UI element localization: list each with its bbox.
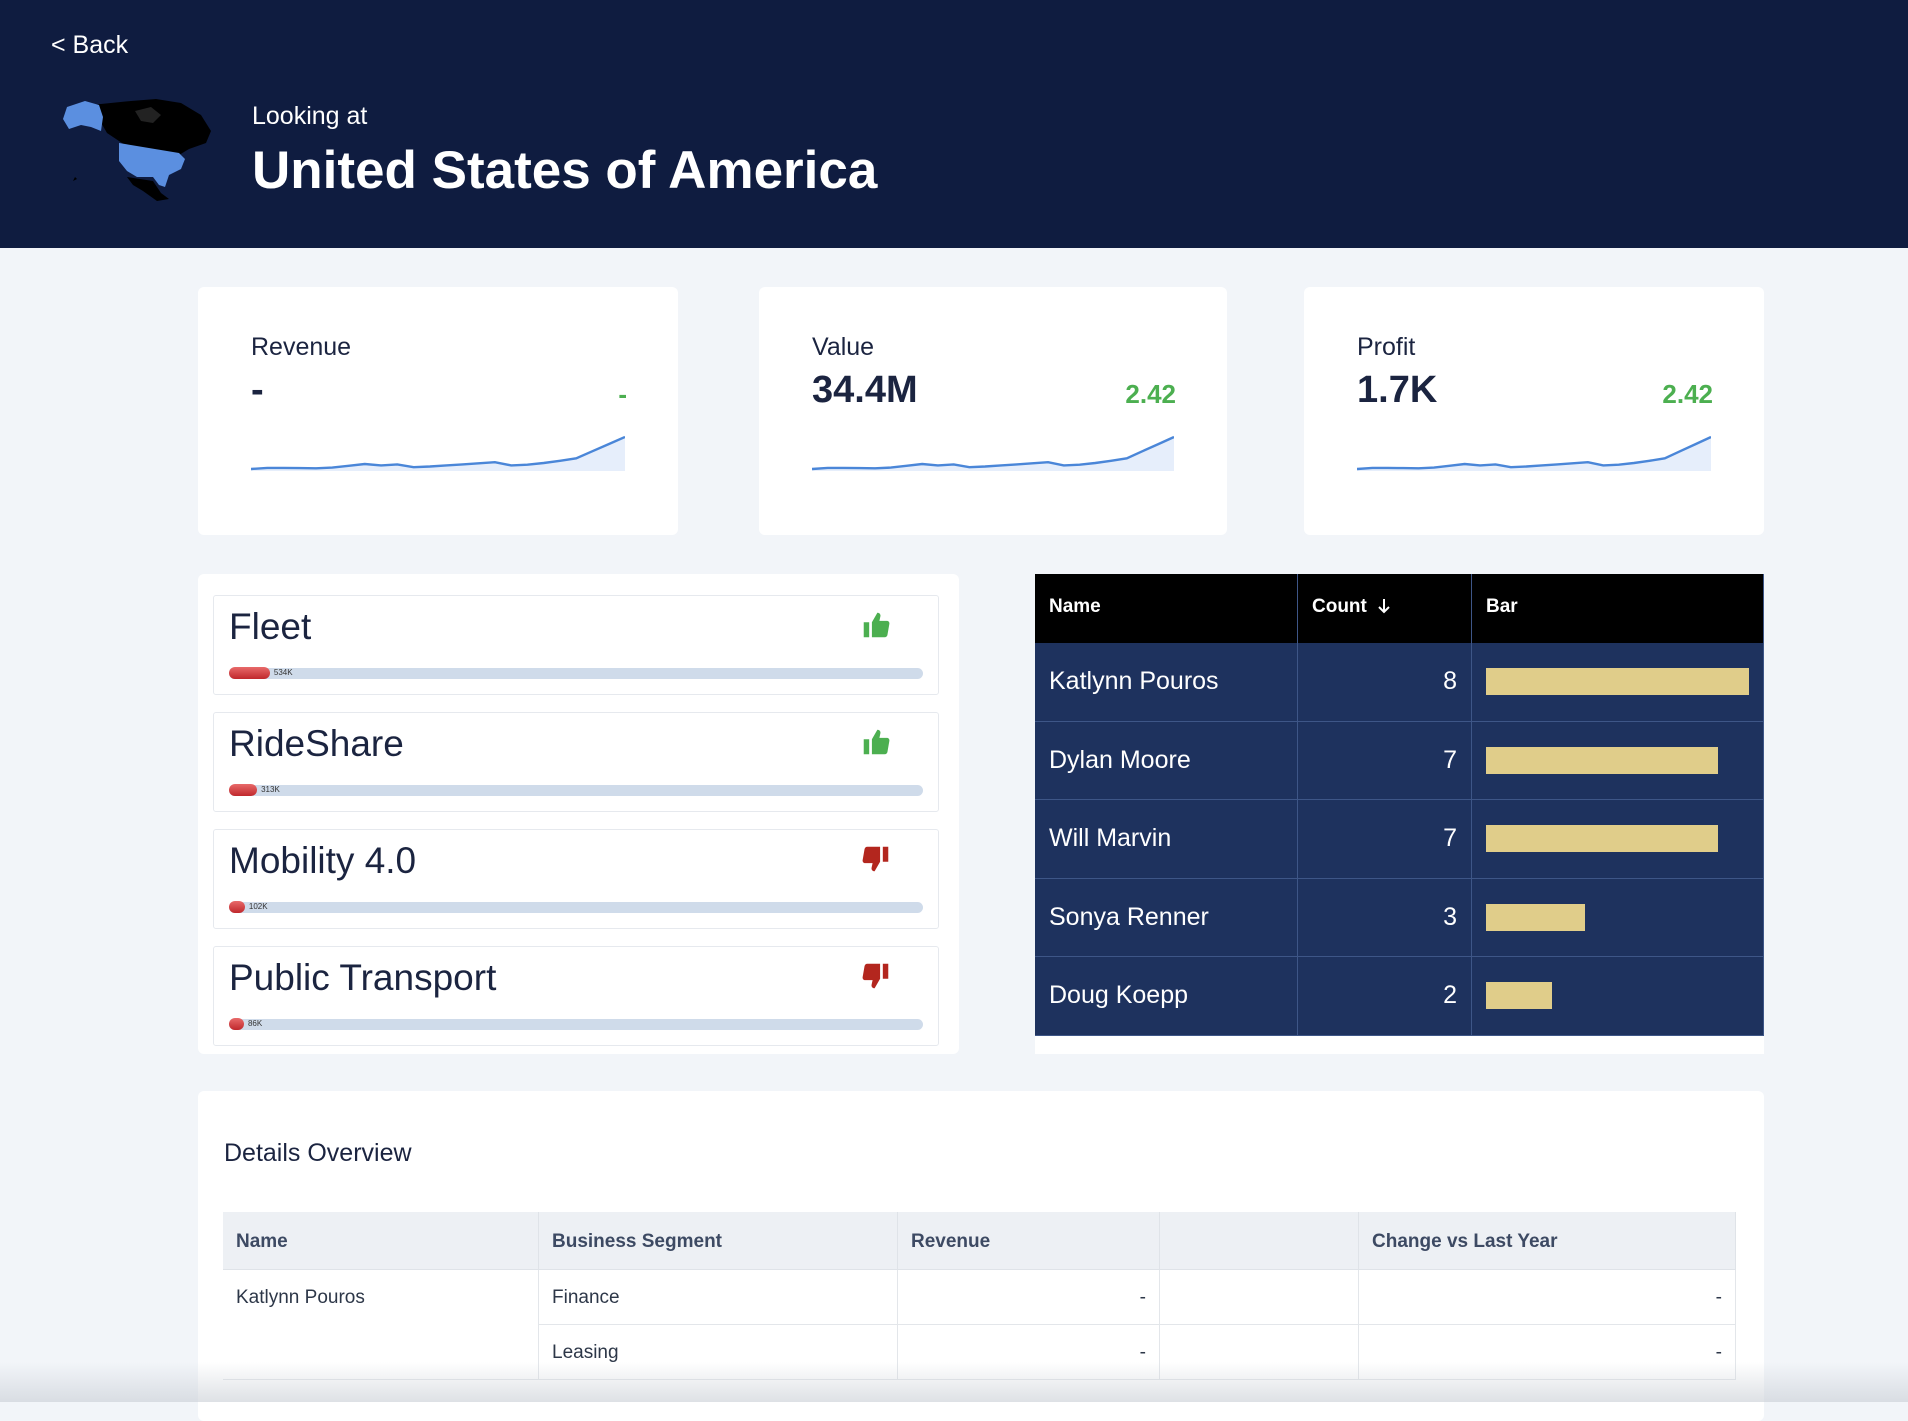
sparkline-area (251, 437, 625, 471)
empty-cell (1160, 1270, 1359, 1325)
sort-arrow-icon (1378, 599, 1390, 614)
name-cell: Katlynn Pouros (223, 1270, 539, 1380)
sparkline-line (812, 435, 1174, 471)
segment-name: Fleet (229, 606, 312, 647)
column-header (1160, 1212, 1359, 1270)
kpi-change: 2.42 (1125, 379, 1176, 409)
sparkline (1357, 435, 1711, 471)
name-cell: Will Marvin (1035, 800, 1298, 879)
count-bar (1486, 982, 1553, 1010)
segment-item: Mobility 4.0 102K (213, 829, 939, 929)
progress-label: 534K (273, 668, 293, 677)
progress-bar (229, 901, 245, 913)
details-title: Details Overview (224, 1139, 412, 1167)
name-cell: Dylan Moore (1035, 721, 1298, 800)
thumbs-down-icon (862, 846, 889, 872)
revenue-cell: - (898, 1270, 1160, 1325)
thumb-shape (863, 729, 890, 755)
segment-panel: Fleet 534K RideShare 313K Mobility 4.0 102K Pu… (198, 574, 959, 1054)
count-bar (1486, 903, 1586, 931)
count-cell: 8 (1298, 643, 1472, 722)
progress-bar (229, 1018, 244, 1030)
column-header: Revenue (898, 1212, 1160, 1270)
column-header: Name (1035, 574, 1298, 643)
bar-cell (1472, 721, 1764, 800)
progress-track (229, 668, 923, 679)
name-cell: Doug Koepp (1035, 957, 1298, 1036)
progress-track (229, 1019, 923, 1030)
bar-cell (1472, 800, 1764, 879)
kpi-label: Profit (1357, 333, 1416, 361)
scroll-fade (0, 1362, 1908, 1402)
kpi-card: Value 34.4M 2.42 (759, 287, 1227, 535)
count-bar (1486, 668, 1749, 696)
progress-label: 313K (261, 785, 280, 794)
count-bar (1486, 746, 1718, 774)
progress-label: 86K (247, 1019, 263, 1028)
column-header: Change vs Last Year (1359, 1212, 1736, 1270)
kpi-value: 34.4M (812, 369, 918, 411)
segment-item: Fleet 534K (213, 595, 939, 695)
kpi-label: Revenue (251, 333, 352, 361)
progress-label: 102K (248, 902, 268, 911)
subtitle: Looking at (252, 102, 368, 130)
kpi-change: 2.42 (1662, 379, 1713, 409)
progress-bar (229, 784, 258, 796)
change-cell: - (1359, 1270, 1736, 1325)
arrow-shape (1378, 599, 1390, 614)
column-header[interactable]: Count (1298, 574, 1472, 643)
kpi-card: Profit 1.7K 2.42 (1304, 287, 1764, 535)
count-cell: 2 (1298, 957, 1472, 1036)
progress-bar (229, 667, 270, 679)
sparkline (812, 435, 1174, 471)
sparkline-line (251, 435, 625, 471)
column-header-text: Bar (1486, 596, 1518, 617)
thumbs-up-icon (863, 729, 890, 755)
header: < Back Looking at United States of Ameri… (0, 0, 1908, 248)
segment-name: RideShare (229, 723, 404, 764)
ranking-panel: Name Count Bar Katlynn Pouros 8 Dylan Moore 7 W… (1035, 574, 1764, 1054)
column-header: Bar (1472, 574, 1764, 643)
progress-track (229, 785, 923, 796)
thumb-shape (862, 963, 889, 989)
kpi-value: 1.7K (1357, 369, 1438, 411)
kpi-label: Value (812, 333, 875, 361)
segment-name: Mobility 4.0 (229, 840, 417, 881)
count-cell: 7 (1298, 800, 1472, 879)
count-cell: 7 (1298, 721, 1472, 800)
page-title: United States of America (252, 141, 878, 200)
bar-cell (1472, 878, 1764, 957)
sparkline-area (812, 437, 1174, 471)
progress-track (229, 902, 923, 913)
thumbs-up-icon (863, 612, 890, 638)
kpi-card: Revenue - - (198, 287, 678, 535)
back-link[interactable]: < Back (51, 31, 129, 59)
thumb-shape (863, 612, 890, 638)
column-header: Name (223, 1212, 539, 1270)
count-cell: 3 (1298, 878, 1472, 957)
sparkline-area (1357, 437, 1711, 471)
segment-name: Public Transport (229, 957, 497, 998)
segment-cell: Finance (539, 1270, 898, 1325)
thumb-shape (862, 846, 889, 872)
bar-cell (1472, 957, 1764, 1036)
column-header-text: Name (1049, 596, 1101, 617)
bar-cell (1472, 643, 1764, 722)
name-cell: Katlynn Pouros (1035, 643, 1298, 722)
sparkline (251, 435, 625, 471)
thumbs-down-icon (862, 963, 889, 989)
count-bar (1486, 825, 1718, 853)
segment-item: RideShare 313K (213, 712, 939, 812)
kpi-change: - (618, 379, 627, 409)
column-header: Business Segment (539, 1212, 898, 1270)
sparkline-line (1357, 435, 1711, 471)
kpi-value: - (251, 369, 264, 411)
column-header-text: Count (1312, 596, 1367, 617)
segment-item: Public Transport 86K (213, 946, 939, 1046)
name-cell: Sonya Renner (1035, 878, 1298, 957)
region-map (63, 99, 211, 201)
